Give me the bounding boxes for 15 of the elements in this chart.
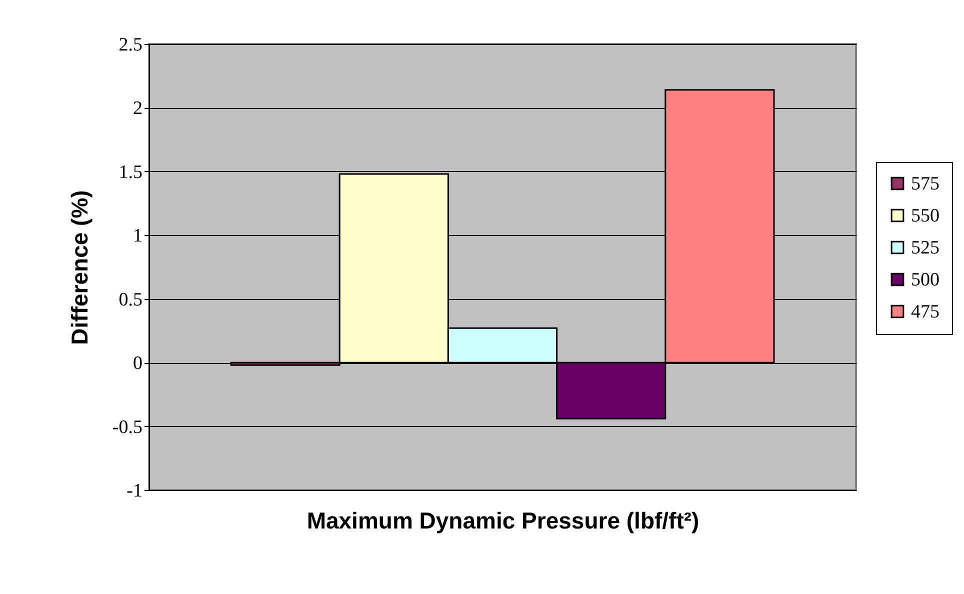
legend-label: 475 xyxy=(911,302,940,322)
legend-label: 500 xyxy=(911,270,940,290)
x-axis-title: Maximum Dynamic Pressure (lbf/ft²) xyxy=(306,508,700,534)
y-tick-label: -1 xyxy=(126,480,142,502)
y-tick-label: 0.5 xyxy=(118,289,142,310)
y-tick-label: 1 xyxy=(133,226,142,247)
legend-label: 550 xyxy=(911,206,940,226)
y-axis-title: Difference (%) xyxy=(66,190,92,345)
y-tick-label: -0.5 xyxy=(112,416,142,438)
y-tick-label: 1.5 xyxy=(118,162,142,183)
legend-label: 525 xyxy=(911,238,940,258)
y-tick-label: 2.5 xyxy=(118,34,142,56)
y-tick-label: 2 xyxy=(133,98,142,120)
legend-label: 575 xyxy=(911,174,940,194)
y-tick-label: 0 xyxy=(133,353,142,374)
